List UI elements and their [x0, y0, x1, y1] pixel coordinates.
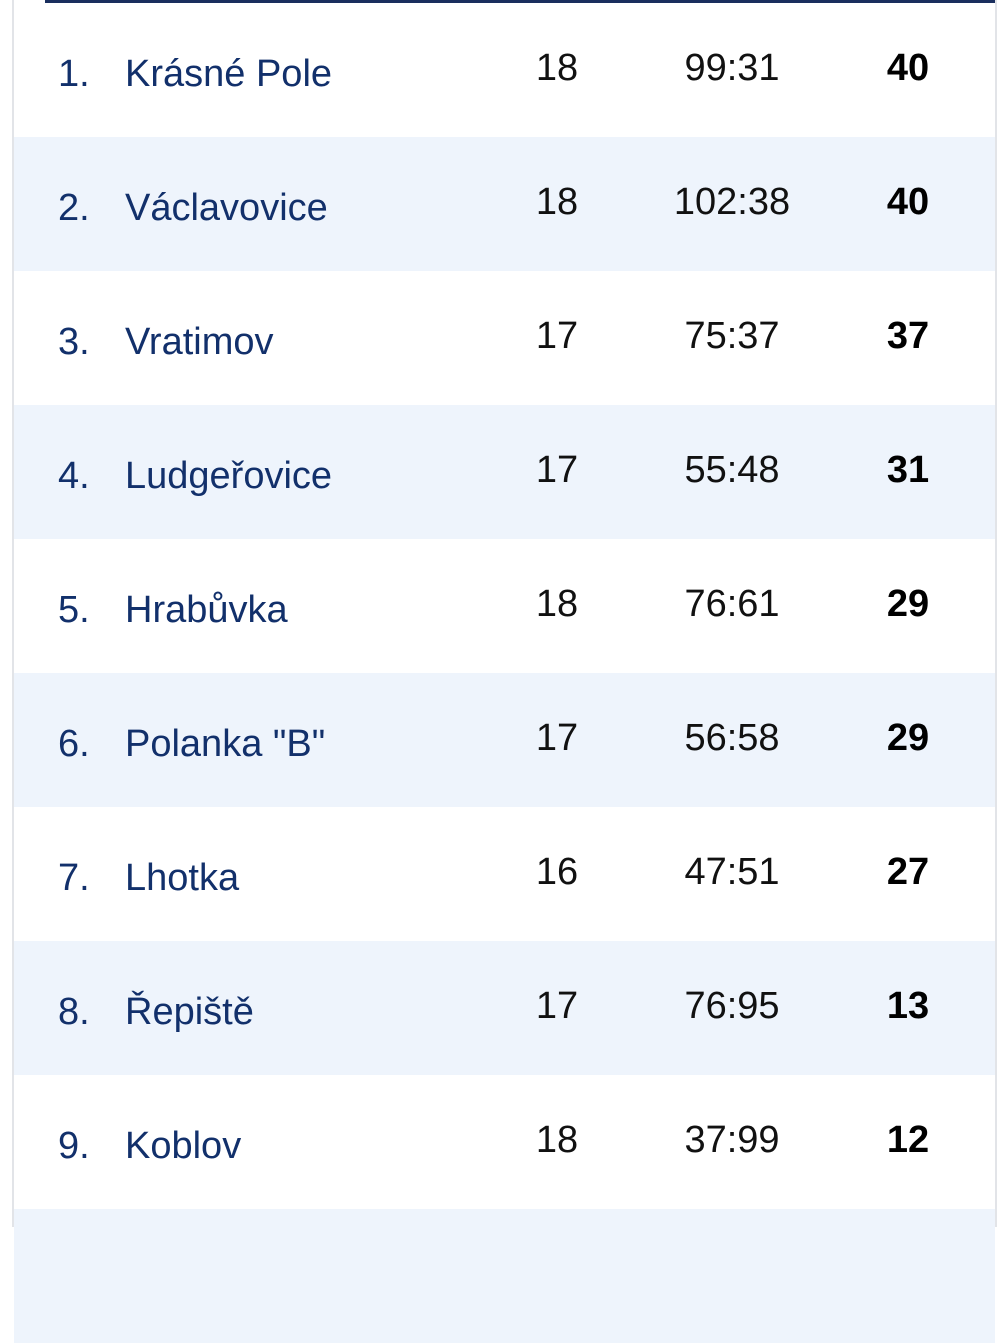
team-rank: 3.	[58, 321, 90, 363]
team-rank: 9.	[58, 1125, 90, 1167]
team-rank: 7.	[58, 857, 90, 899]
team-name[interactable]: Ludgeřovice	[125, 455, 333, 497]
team-name[interactable]: Řepiště	[125, 991, 254, 1033]
games-played: 18	[535, 47, 579, 89]
goal-score: 56:58	[684, 717, 780, 759]
games-played: 17	[535, 315, 579, 357]
team-rank: 6.	[58, 723, 90, 765]
games-played: 18	[535, 181, 579, 223]
goal-score: 47:51	[684, 851, 780, 893]
points: 29	[886, 583, 930, 625]
team-name[interactable]: Vratimov	[125, 321, 274, 363]
points: 37	[886, 315, 930, 357]
goal-score: 76:95	[684, 985, 780, 1027]
team-name[interactable]: Krásné Pole	[125, 53, 333, 95]
points: 13	[886, 985, 930, 1027]
team-name[interactable]: Lhotka	[125, 857, 240, 899]
table-row[interactable]: 1. Krásné Pole 18 99:31 40	[14, 3, 995, 137]
points: 31	[886, 449, 930, 491]
points: 27	[886, 851, 930, 893]
table-row[interactable]: 6. Polanka "B" 17 56:58 29	[14, 673, 995, 807]
team-rank: 2.	[58, 187, 90, 229]
table-row[interactable]: 5. Hrabůvka 18 76:61 29	[14, 539, 995, 673]
games-played: 18	[535, 583, 579, 625]
team-name[interactable]: Hrabůvka	[125, 589, 288, 631]
table-row[interactable]: 4. Ludgeřovice 17 55:48 31	[14, 405, 995, 539]
team-name[interactable]: Václavovice	[125, 187, 328, 229]
games-played: 18	[535, 1119, 579, 1161]
points: 29	[886, 717, 930, 759]
goal-score: 99:31	[684, 47, 780, 89]
table-frame	[12, 0, 997, 1227]
table-row[interactable]: 9. Koblov 18 37:99 12	[14, 1075, 995, 1209]
games-played: 17	[535, 985, 579, 1027]
goal-score: 75:37	[684, 315, 780, 357]
table-row[interactable]: 8. Řepiště 17 76:95 13	[14, 941, 995, 1075]
points: 40	[886, 181, 930, 223]
goal-score: 102:38	[673, 181, 791, 223]
table-row[interactable]: 7. Lhotka 16 47:51 27	[14, 807, 995, 941]
page: Tabulka html, body { margin: 0; padding:…	[12, 0, 997, 1343]
games-played: 17	[535, 449, 579, 491]
games-played: 17	[535, 717, 579, 759]
team-name[interactable]: Polanka "B"	[125, 723, 326, 765]
table-row[interactable]: 2. Václavovice 18 102:38 40	[14, 137, 995, 271]
team-rank: 5.	[58, 589, 90, 631]
team-rank: 4.	[58, 455, 90, 497]
next-row	[14, 1209, 995, 1343]
games-played: 16	[535, 851, 579, 893]
goal-score: 76:61	[684, 583, 780, 625]
team-name[interactable]: Koblov	[125, 1125, 242, 1167]
points: 12	[886, 1119, 930, 1161]
standings-page: {"table": {"rows": [ ["1.", "Krásné Pole…	[12, 0, 997, 1343]
table-top-border	[45, 0, 995, 3]
points: 40	[886, 47, 930, 89]
team-rank: 8.	[58, 991, 90, 1033]
goal-score: 37:99	[684, 1119, 780, 1161]
goal-score: 55:48	[684, 449, 780, 491]
team-rank: 1.	[58, 53, 90, 95]
table-row[interactable]: 3. Vratimov 17 75:37 37	[14, 271, 995, 405]
